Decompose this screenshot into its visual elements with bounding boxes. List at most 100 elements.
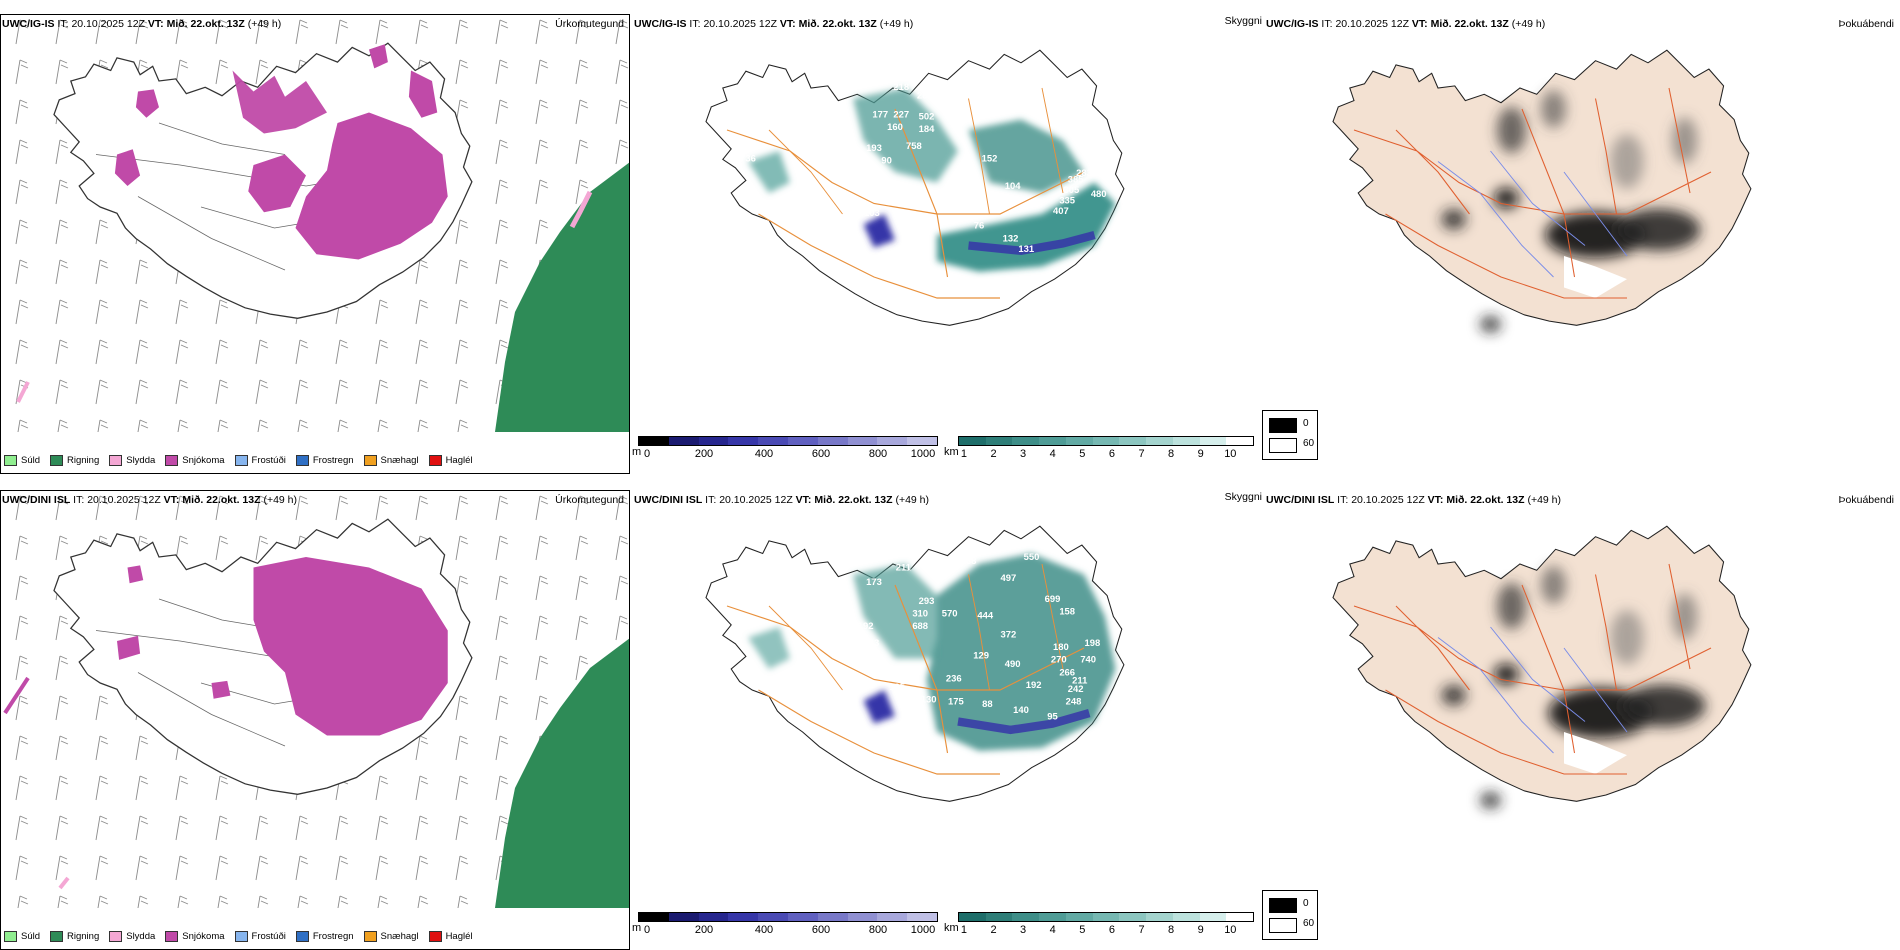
it-label: IT: xyxy=(689,18,701,30)
ceiling-height-label: 129 xyxy=(973,651,989,662)
var-name-fog: Þokuábendi xyxy=(1838,18,1894,30)
tick: 8 xyxy=(1168,924,1175,936)
tick: 4 xyxy=(1049,924,1056,936)
tick: 7 xyxy=(1138,448,1145,460)
ceiling-height-label: 480 xyxy=(1091,189,1107,200)
vt-label: VT: xyxy=(147,18,164,30)
legend-swatch xyxy=(363,455,377,466)
lead-time: (+49 h) xyxy=(879,18,914,30)
fog-map-bottom xyxy=(1264,488,1900,950)
ceiling-bar xyxy=(638,436,938,446)
ceiling-height-label: 130 xyxy=(921,695,937,706)
ceiling-height-label: 76 xyxy=(974,221,985,232)
legend-swatch xyxy=(165,455,179,466)
visibility-ticks: 1 2 3 4 5 6 7 8 9 10 xyxy=(958,448,1254,462)
ceiling-height-label: 28 xyxy=(917,90,928,101)
panel-precip-type-bottom: UWC/DINI ISL IT: 20.10.2025 12Z VT: Mið.… xyxy=(0,488,630,950)
legend-item: Frostregn xyxy=(295,931,354,942)
tick: 600 xyxy=(811,924,831,936)
ceiling-height-label: 502 xyxy=(919,111,935,122)
ceiling-height-label: 95 xyxy=(1047,711,1058,722)
legend-swatch xyxy=(4,931,17,942)
legend-label: Haglél xyxy=(445,931,473,942)
visibility-bar xyxy=(958,436,1254,446)
tick: 3 xyxy=(1020,924,1027,936)
ceiling-colorbar-top: m 0 200 400 600 800 1000 xyxy=(632,436,938,462)
fog-scale-light xyxy=(1269,438,1297,453)
model-name: UWC/IG-IS xyxy=(2,18,55,30)
legend-item: Súld xyxy=(4,455,40,466)
ceiling-ticks: 0 200 400 600 800 1000 xyxy=(638,448,938,462)
vt-label: VT: xyxy=(163,494,180,506)
legend-item: Rigning xyxy=(50,455,99,466)
ceiling-height-label: 103 xyxy=(864,208,880,219)
valid-time: Mið. 22.okt. 13Z xyxy=(798,18,877,30)
tick: 200 xyxy=(694,448,714,460)
valid-time: Mið. 22.okt. 13Z xyxy=(814,494,893,506)
legend-item: Frostregn xyxy=(295,455,354,466)
ceiling-height-label: 444 xyxy=(977,611,993,622)
ceiling-height-label: 99 xyxy=(738,193,749,204)
ceiling-height-label: 305 xyxy=(1064,185,1080,196)
tick: 1 xyxy=(960,448,967,460)
tick: 9 xyxy=(1197,448,1204,460)
tick: 1 xyxy=(960,924,967,936)
tick: 5 xyxy=(1079,924,1086,936)
it-label: IT: xyxy=(1337,494,1349,506)
legend-label: Slydda xyxy=(126,455,156,466)
lead-time: (+49 h) xyxy=(247,18,282,30)
tick: 2 xyxy=(990,448,997,460)
ceiling-height-label: 193 xyxy=(866,143,882,154)
model-name: UWC/IG-IS xyxy=(1266,18,1319,30)
ceiling-height-label: 152 xyxy=(982,154,998,165)
var-name-visibility: Skyggni xyxy=(1224,491,1262,503)
title-precip-bottom: UWC/DINI ISL IT: 20.10.2025 12Z VT: Mið.… xyxy=(2,494,297,506)
vt-label: VT: xyxy=(1411,18,1428,30)
legend-label: Snæhagl xyxy=(380,931,419,942)
ceiling-height-label: 236 xyxy=(946,674,962,685)
fog-map-top xyxy=(1264,12,1900,474)
legend-swatch xyxy=(109,455,123,466)
fog-scale-dark xyxy=(1269,898,1297,913)
tick: 600 xyxy=(811,448,831,460)
visibility-colorbar-bottom: km 1 2 3 4 5 6 7 8 9 10 xyxy=(944,912,1254,938)
legend-item: Haglél xyxy=(428,931,473,942)
var-name-visibility: Skyggni xyxy=(1224,15,1262,27)
panel-visibility-top: 218 28 177 227 502 160 184 193 758 90 736 152 104 182… xyxy=(632,12,1262,474)
it-label: IT: xyxy=(705,494,717,506)
tick: 7 xyxy=(1138,924,1145,936)
fog-scale-top-label: 0 xyxy=(1303,898,1309,909)
legend-label: Haglél xyxy=(445,455,473,466)
ceiling-height-label: 758 xyxy=(906,141,922,152)
legend-label: Snæhagl xyxy=(380,455,419,466)
ceiling-colorbar-bottom: m 0 200 400 600 800 1000 xyxy=(632,912,938,938)
legend-label: Rigning xyxy=(67,931,100,942)
vt-label: VT: xyxy=(795,494,812,506)
ceiling-height-label: 105 xyxy=(889,682,905,693)
tick: 3 xyxy=(1020,448,1027,460)
tick: 1000 xyxy=(910,924,936,936)
ceiling-height-label: 310 xyxy=(912,609,928,620)
ceiling-height-label: 175 xyxy=(948,697,964,708)
ceiling-height-label: 184 xyxy=(919,124,935,135)
ceiling-height-label: 242 xyxy=(1068,684,1084,695)
tick: 4 xyxy=(1049,448,1056,460)
precip-type-legend-bottom: Súld Rigning Slydda Snjókoma Frostúði Fr… xyxy=(4,931,473,942)
model-name: UWC/DINI ISL xyxy=(634,494,703,506)
precip-type-legend-top: Súld Rigning Slydda Snjókoma Frostúði Fr… xyxy=(4,455,473,466)
ceiling-unit: m xyxy=(632,922,642,934)
fog-scale-light xyxy=(1269,918,1297,933)
ceiling-height-label: 248 xyxy=(1066,697,1082,708)
ceiling-height-label: 570 xyxy=(942,609,958,620)
ceiling-height-label: 211 xyxy=(1072,676,1087,687)
legend-swatch xyxy=(295,455,309,466)
it-label: IT: xyxy=(1321,18,1333,30)
legend-swatch xyxy=(428,931,442,942)
tick: 400 xyxy=(754,448,774,460)
tick: 2 xyxy=(990,924,997,936)
fog-scale-bottom-label: 60 xyxy=(1303,438,1315,449)
legend-swatch xyxy=(234,931,248,942)
